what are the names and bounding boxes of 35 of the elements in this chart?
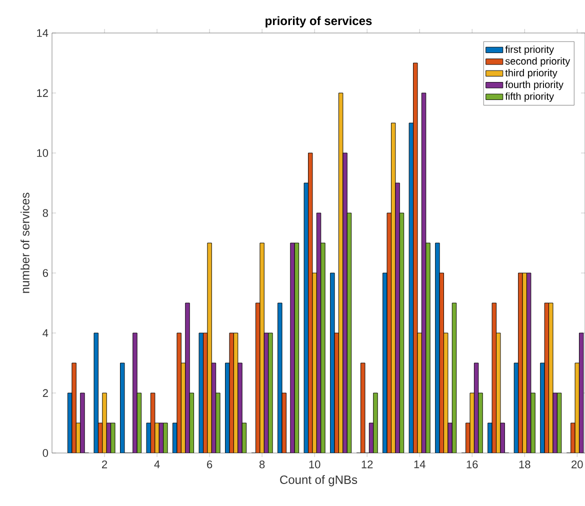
- y-tick-label: 6: [42, 269, 48, 277]
- bar: [185, 302, 190, 453]
- bar: [373, 392, 378, 453]
- x-axis-title: Count of gNBs: [280, 475, 358, 486]
- x-tick-label: 12: [362, 460, 373, 468]
- bar: [478, 392, 483, 453]
- y-tick-label: 4: [42, 329, 48, 337]
- x-tick-label: 16: [466, 460, 478, 468]
- legend-label: fourth priority: [505, 80, 564, 90]
- x-tick-label: 6: [207, 460, 212, 468]
- x-tick-label: 20: [572, 460, 583, 468]
- bar: [238, 362, 242, 453]
- legend-label: second priority: [505, 57, 570, 67]
- x-tick-label: 8: [259, 460, 265, 468]
- bar: [290, 242, 295, 453]
- legend-label: third priority: [505, 69, 558, 78]
- x-tick-label: 14: [414, 460, 426, 468]
- legend-label: fifth priority: [505, 92, 554, 102]
- y-tick-label: 8: [42, 209, 48, 217]
- x-tick-label: 4: [154, 460, 160, 468]
- y-tick-label: 0: [42, 449, 48, 457]
- y-tick-label: 14: [37, 29, 48, 37]
- chart-title: priority of services: [266, 16, 372, 28]
- x-tick-label: 10: [309, 460, 320, 468]
- y-tick-label: 10: [37, 149, 48, 157]
- y-axis-title: number of services: [20, 192, 30, 293]
- x-tick-label: 18: [519, 460, 530, 468]
- bar: [342, 152, 348, 453]
- legend-label: first priority: [505, 46, 554, 55]
- y-tick-label: 12: [37, 89, 48, 97]
- x-tick-label: 2: [102, 460, 108, 468]
- bar: [530, 392, 536, 453]
- bar: [426, 242, 430, 453]
- y-tick-label: 2: [42, 389, 48, 397]
- bar: [102, 392, 107, 453]
